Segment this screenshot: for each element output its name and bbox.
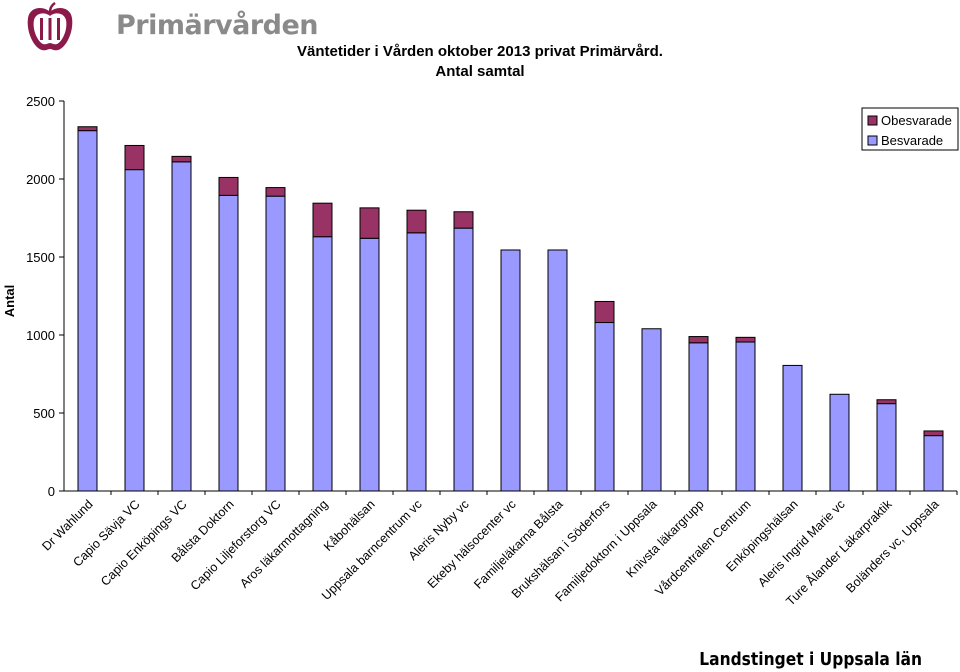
bar-obesvarade [124, 144, 145, 171]
y-tick-label: 0 [48, 484, 55, 499]
bar-besvarade [923, 435, 944, 492]
footer-brand: Landstinget i Uppsala län [699, 649, 922, 670]
bar-besvarade [782, 364, 803, 492]
bar-besvarade [688, 342, 709, 492]
bar-obesvarade [876, 399, 897, 405]
bar-besvarade [124, 169, 145, 492]
y-tick-label: 2500 [26, 94, 55, 109]
bar-besvarade [359, 237, 380, 492]
legend-swatch [867, 115, 878, 126]
y-tick-label: 2000 [26, 172, 55, 187]
chart-title-line1: Väntetider i Vården oktober 2013 privat … [297, 43, 663, 60]
x-category-label: Vårdcentralen Centrum [652, 497, 753, 598]
bar-besvarade [500, 249, 521, 492]
bar-besvarade [406, 232, 427, 492]
bar-besvarade [171, 161, 192, 492]
logo-text: Primärvården [116, 10, 319, 41]
bar-besvarade [453, 227, 474, 492]
bar-obesvarade [77, 126, 98, 132]
bar-obesvarade [359, 207, 380, 239]
bar-besvarade [218, 194, 239, 492]
legend-box [861, 107, 959, 151]
bar-besvarade [77, 130, 98, 492]
x-category-label: Aleris Ingrid Marie vc [755, 497, 847, 589]
bar-besvarade [829, 393, 850, 492]
x-category-label: Aros läkarmottagning [237, 497, 330, 590]
x-category-label: Boländers vc, Uppsala [843, 497, 941, 595]
y-tick-label: 1000 [26, 328, 55, 343]
bar-obesvarade [453, 211, 474, 229]
y-tick-label: 1500 [26, 250, 55, 265]
bar-besvarade [594, 322, 615, 492]
y-axis-label: Antal [2, 285, 17, 318]
chart-title: Väntetider i Vården oktober 2013 privat … [240, 42, 720, 82]
bar-obesvarade [735, 336, 756, 343]
bar-besvarade [265, 195, 286, 492]
bar-besvarade [735, 341, 756, 492]
bar-obesvarade [406, 209, 427, 234]
bar-obesvarade [265, 187, 286, 197]
x-category-label: Ekeby hälsocenter vc [425, 497, 519, 591]
x-category-label: Capio Liljeforstorg VC [188, 497, 284, 593]
bar-obesvarade [923, 430, 944, 437]
x-category-label: Capio Enköpings VC [98, 497, 189, 588]
bar-besvarade [547, 249, 568, 492]
legend-label: Obesvarade [881, 113, 952, 128]
y-tick-label: 500 [33, 406, 55, 421]
chart-subtitle: Antal samtal [435, 63, 525, 80]
bar-obesvarade [688, 336, 709, 344]
bar-besvarade [641, 328, 662, 492]
legend-label: Besvarade [881, 133, 943, 148]
bar-obesvarade [171, 155, 192, 163]
logo: Primärvården [24, 2, 319, 54]
bar-obesvarade [312, 202, 333, 238]
bar-besvarade [312, 236, 333, 492]
x-category-label: Familjeläkarna Bålsta [471, 497, 565, 591]
legend-swatch [867, 135, 878, 146]
bar-obesvarade [594, 300, 615, 324]
apple-logo-icon [27, 2, 73, 51]
bar-obesvarade [218, 176, 239, 196]
bar-besvarade [876, 403, 897, 492]
